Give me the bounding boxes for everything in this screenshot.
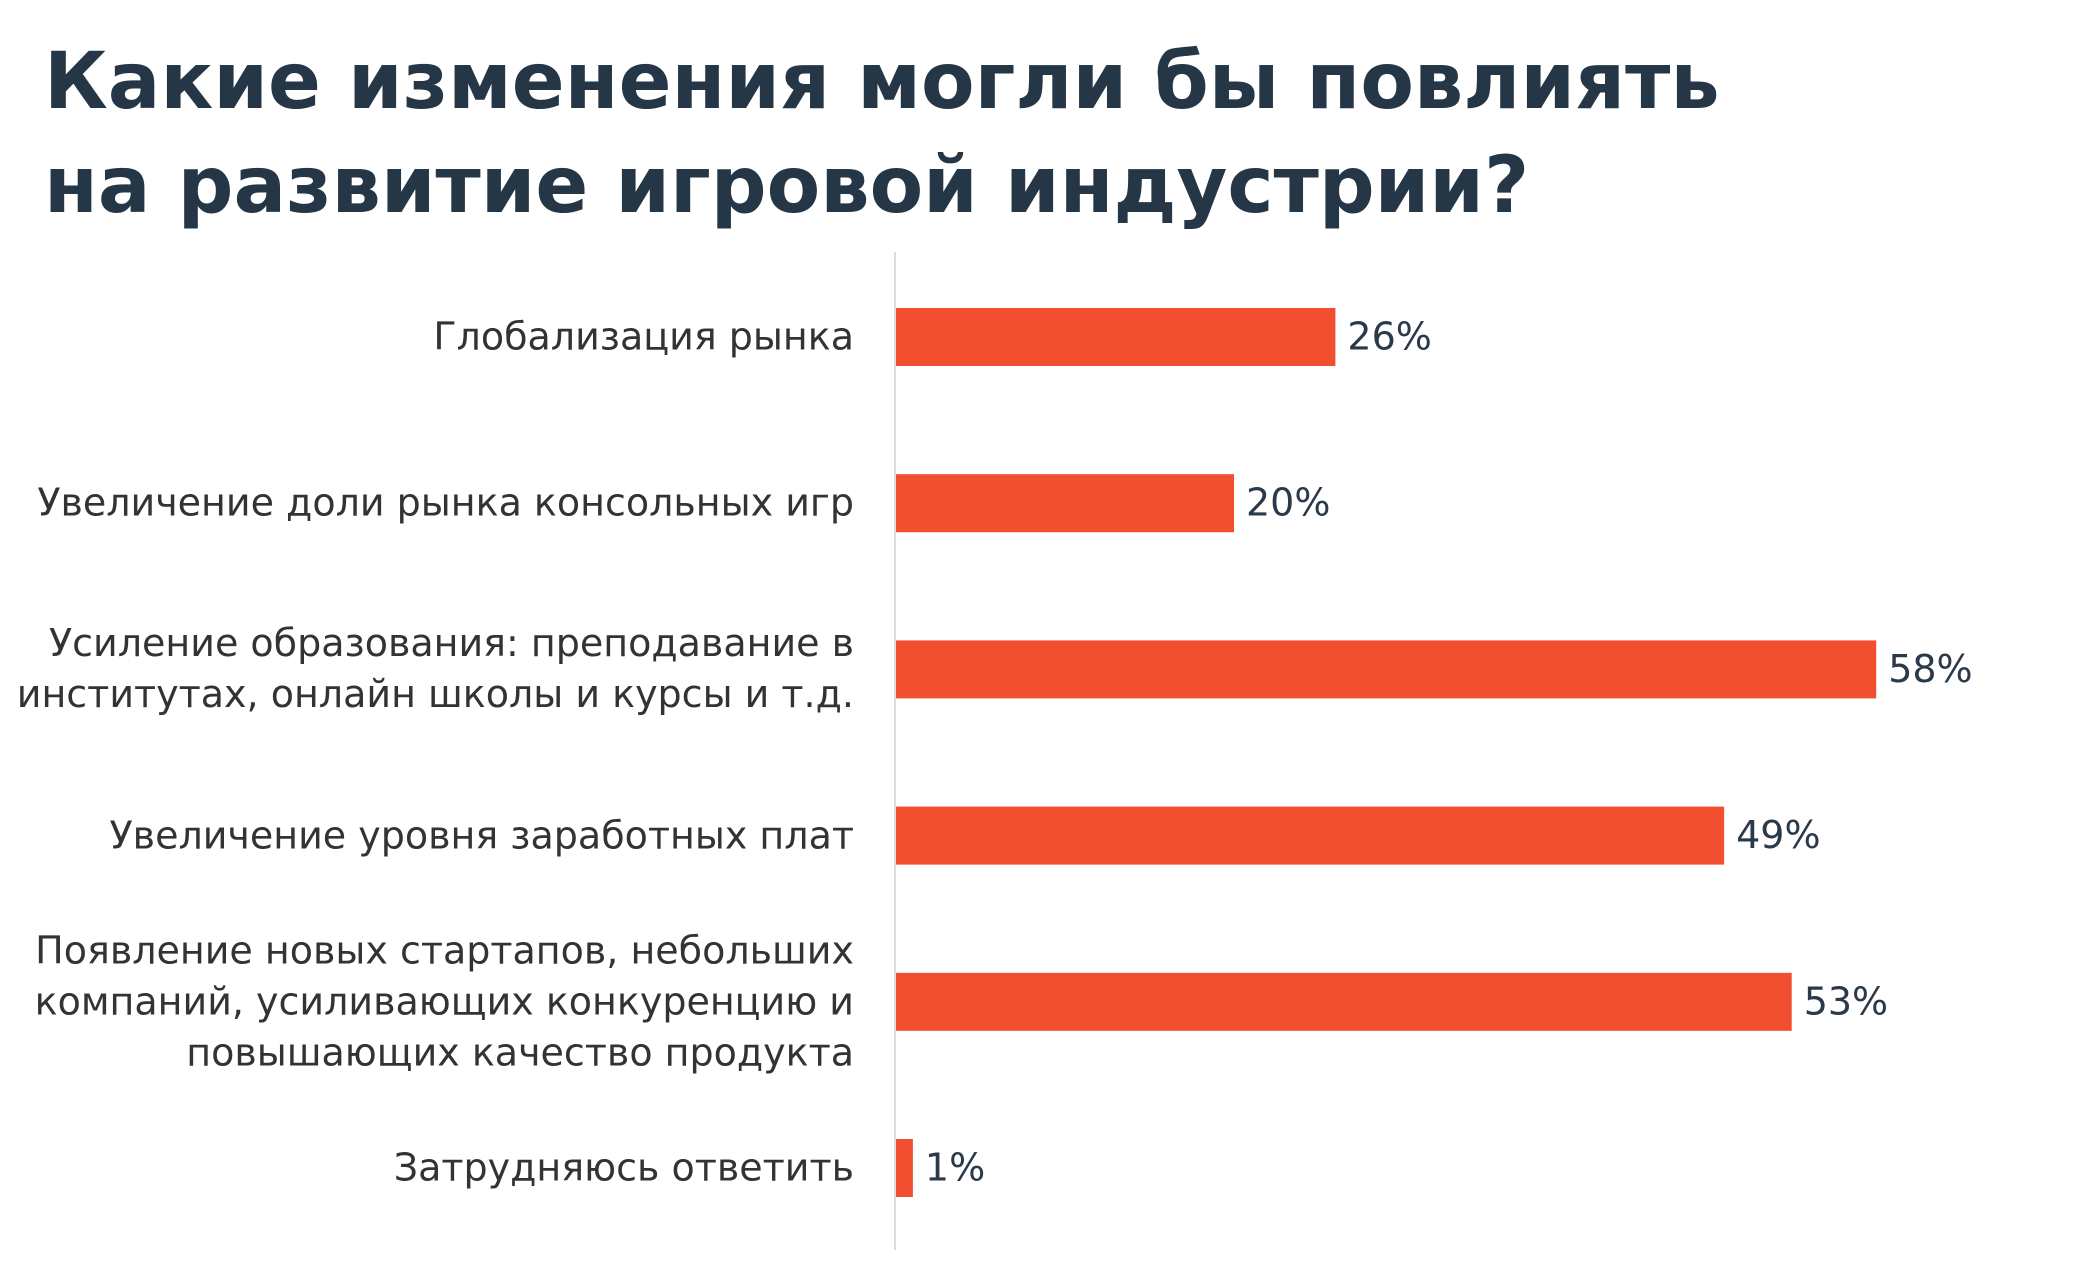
bar (896, 474, 1234, 533)
value-label: 49% (1736, 813, 1820, 857)
bar (896, 806, 1725, 865)
value-label: 58% (1888, 647, 1972, 691)
bar (896, 308, 1336, 366)
bar (896, 1139, 913, 1197)
category-label: Глобализация рынка (433, 314, 854, 359)
category-label: Увеличение доли рынка консольных игр (37, 480, 854, 525)
bar (896, 640, 1877, 699)
chart-title: Какие изменения могли бы повлиять на раз… (44, 37, 1720, 231)
value-label: 26% (1347, 315, 1431, 359)
category-label: Усиление образования: преподавание в инс… (16, 621, 854, 717)
category-label: Появление новых стартапов, небольших ком… (34, 928, 854, 1075)
category-label: Затрудняюсь ответить (393, 1145, 854, 1190)
value-label: 1% (925, 1146, 985, 1190)
value-label: 53% (1804, 979, 1888, 1023)
category-label: Увеличение уровня заработных плат (109, 813, 854, 858)
bar (896, 972, 1792, 1031)
value-label: 20% (1246, 481, 1330, 525)
